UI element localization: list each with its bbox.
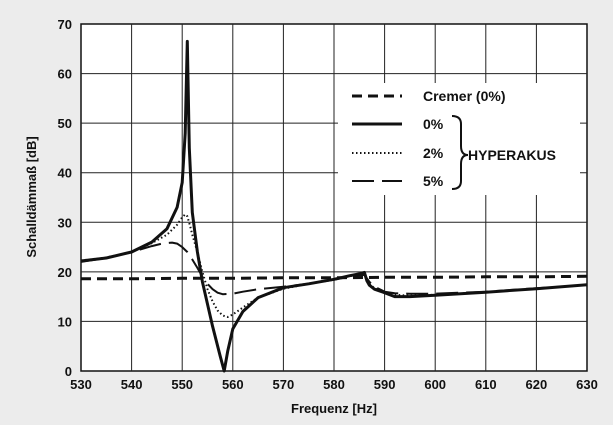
series-5pct-line — [80, 241, 588, 296]
series-0pct-line — [80, 39, 588, 373]
legend-label-0pct: 0% — [423, 116, 444, 132]
legend-box — [338, 83, 580, 195]
x-tick-label: 570 — [273, 377, 295, 392]
legend-group-label: HYPERAKUS — [468, 147, 556, 163]
x-tick-label: 630 — [576, 377, 598, 392]
y-tick-label: 30 — [58, 215, 72, 230]
x-tick-label: 540 — [121, 377, 143, 392]
y-axis-label: Schalldämmaß [dB] — [24, 136, 39, 257]
y-tick-label: 0 — [65, 364, 72, 379]
x-tick-label: 560 — [222, 377, 244, 392]
y-tick-label: 70 — [58, 17, 72, 32]
x-axis-ticks: 530 540 550 560 570 580 590 600 610 620 630 — [70, 377, 598, 392]
x-tick-label: 600 — [424, 377, 446, 392]
y-tick-label: 20 — [58, 265, 72, 280]
y-tick-label: 60 — [58, 67, 72, 82]
grid — [81, 24, 587, 371]
x-axis-label: Frequenz [Hz] — [291, 401, 377, 416]
legend-brace — [451, 115, 469, 190]
series-cremer-line — [81, 274, 588, 281]
x-tick-label: 610 — [475, 377, 497, 392]
legend-label-cremer: Cremer (0%) — [423, 88, 505, 104]
series-2pct-line — [80, 213, 588, 318]
x-tick-label: 580 — [323, 377, 345, 392]
y-tick-label: 10 — [58, 314, 72, 329]
legend: Cremer (0%) 0% 2% 5% HYPERAKUS — [338, 83, 580, 195]
legend-label-2pct: 2% — [423, 145, 444, 161]
y-tick-label: 40 — [58, 166, 72, 181]
x-tick-label: 550 — [171, 377, 193, 392]
y-tick-label: 50 — [58, 116, 72, 131]
x-tick-label: 590 — [374, 377, 396, 392]
y-axis-ticks: 0 10 20 30 40 50 60 70 — [58, 17, 72, 379]
series-layer — [80, 39, 588, 373]
legend-label-5pct: 5% — [423, 173, 444, 189]
x-tick-label: 620 — [526, 377, 548, 392]
x-tick-label: 530 — [70, 377, 92, 392]
